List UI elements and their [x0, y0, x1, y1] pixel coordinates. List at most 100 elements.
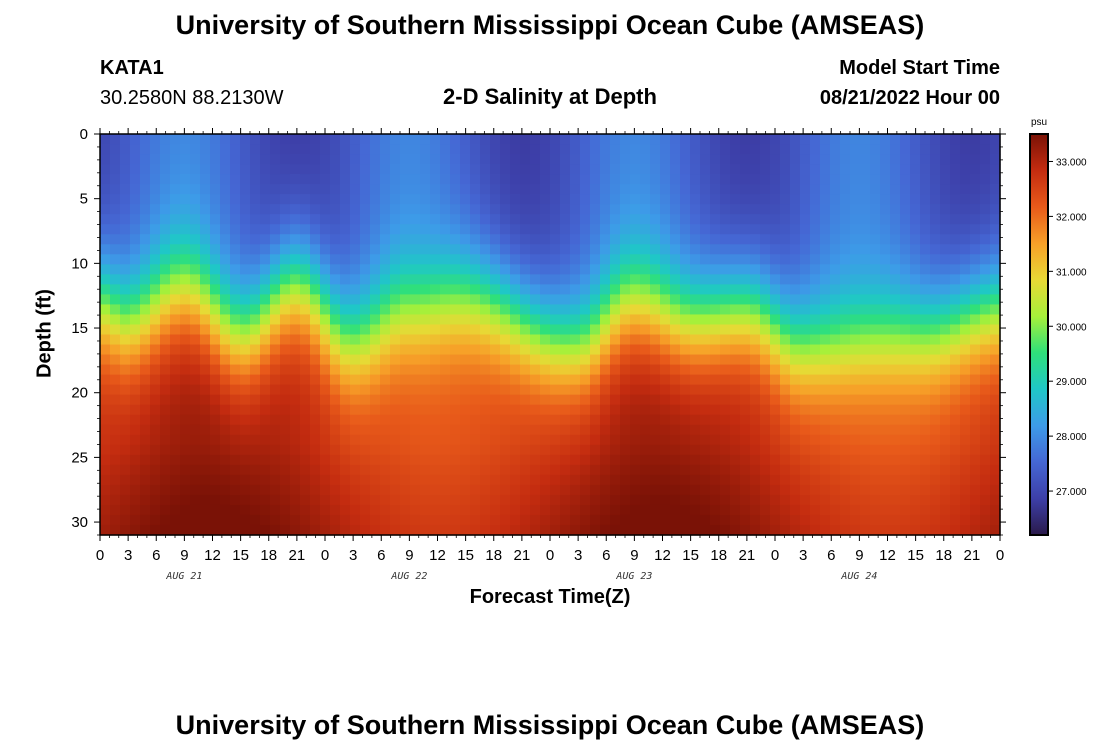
heatmap-cell: [860, 324, 871, 336]
heatmap-cell: [550, 134, 561, 145]
heatmap-cell: [160, 394, 171, 406]
heatmap-cell: [240, 454, 251, 466]
heatmap-cell: [230, 194, 241, 205]
heatmap-cell: [880, 134, 891, 145]
heatmap-cell: [320, 304, 331, 316]
heatmap-cell: [970, 364, 981, 376]
heatmap-cell: [130, 514, 141, 526]
heatmap-cell: [100, 244, 111, 255]
heatmap-cell: [990, 484, 1001, 496]
heatmap-cell: [450, 454, 461, 466]
heatmap-cell: [670, 404, 681, 416]
day-labels: AUG 21 AUG 22 AUG 23 AUG 24: [165, 571, 877, 582]
heatmap-cell: [980, 314, 991, 326]
heatmap-cell: [500, 394, 511, 406]
heatmap-cell: [100, 414, 111, 426]
heatmap-cell: [290, 364, 301, 376]
heatmap-cell: [250, 494, 261, 506]
heatmap-cell: [470, 174, 481, 185]
heatmap-cell: [330, 314, 341, 326]
heatmap-cell: [910, 394, 921, 406]
heatmap-cell: [870, 464, 881, 476]
heatmap-cell: [230, 134, 241, 145]
heatmap-cell: [880, 344, 891, 356]
heatmap-cell: [910, 204, 921, 215]
heatmap-cell: [380, 384, 391, 396]
heatmap-cell: [640, 484, 651, 496]
heatmap-cell: [170, 164, 181, 175]
heatmap-cell: [540, 494, 551, 506]
heatmap-cell: [130, 254, 141, 265]
heatmap-cell: [250, 484, 261, 496]
heatmap-cell: [580, 344, 591, 356]
heatmap-cell: [290, 494, 301, 506]
heatmap-cell: [610, 224, 621, 235]
heatmap-cell: [300, 424, 311, 436]
heatmap-cell: [660, 494, 671, 506]
heatmap-cell: [410, 314, 421, 326]
colorbar-tick-label: 29.000: [1056, 377, 1087, 388]
heatmap-cell: [560, 134, 571, 145]
heatmap-cell: [550, 464, 561, 476]
heatmap-cell: [600, 474, 611, 486]
heatmap-cell: [150, 144, 161, 155]
heatmap-cell: [570, 414, 581, 426]
heatmap-cell: [270, 274, 281, 285]
heatmap-cell: [600, 404, 611, 416]
heatmap-cell: [510, 154, 521, 165]
heatmap-cell: [550, 324, 561, 336]
heatmap-cell: [830, 214, 841, 225]
heatmap-cell: [500, 164, 511, 175]
heatmap-cell: [860, 134, 871, 145]
heatmap-cell: [490, 184, 501, 195]
heatmap-cell: [650, 164, 661, 175]
heatmap-cell: [250, 174, 261, 185]
heatmap-cell: [180, 414, 191, 426]
heatmap-cell: [530, 244, 541, 255]
heatmap-cell: [450, 264, 461, 275]
heatmap-cell: [330, 474, 341, 486]
heatmap-cell: [260, 294, 271, 306]
heatmap-cell: [860, 164, 871, 175]
heatmap-cell: [910, 224, 921, 235]
heatmap-cell: [820, 234, 831, 245]
heatmap-cell: [310, 184, 321, 195]
heatmap-cell: [420, 404, 431, 416]
heatmap-cell: [180, 164, 191, 175]
day-label: AUG 23: [615, 571, 652, 582]
heatmap-cell: [360, 244, 371, 255]
heatmap-cell: [620, 434, 631, 446]
heatmap-cell: [230, 244, 241, 255]
heatmap-cell: [130, 144, 141, 155]
heatmap-cell: [600, 324, 611, 336]
heatmap-cell: [960, 474, 971, 486]
heatmap-cell: [400, 144, 411, 155]
heatmap-cell: [670, 484, 681, 496]
heatmap-cell: [110, 364, 121, 376]
heatmap-cell: [200, 244, 211, 255]
heatmap-cell: [110, 214, 121, 225]
heatmap-cell: [390, 454, 401, 466]
heatmap-cell: [640, 284, 651, 296]
heatmap-cell: [850, 194, 861, 205]
heatmap-cell: [180, 354, 191, 366]
heatmap-cell: [620, 374, 631, 386]
heatmap-cell: [660, 364, 671, 376]
heatmap-cell: [440, 214, 451, 225]
heatmap-cell: [270, 364, 281, 376]
heatmap-cell: [250, 244, 261, 255]
x-tick-label: 12: [429, 547, 446, 564]
heatmap-cell: [760, 204, 771, 215]
heatmap-cell: [440, 154, 451, 165]
heatmap-cell: [840, 284, 851, 296]
heatmap-cell: [630, 154, 641, 165]
heatmap-cell: [650, 364, 661, 376]
heatmap-cell: [110, 384, 121, 396]
heatmap-cell: [440, 424, 451, 436]
heatmap-cell: [640, 454, 651, 466]
heatmap-cell: [220, 254, 231, 265]
heatmap-cell: [230, 224, 241, 235]
heatmap-cell: [410, 224, 421, 235]
heatmap-cell: [190, 314, 201, 326]
heatmap-cell: [130, 464, 141, 476]
